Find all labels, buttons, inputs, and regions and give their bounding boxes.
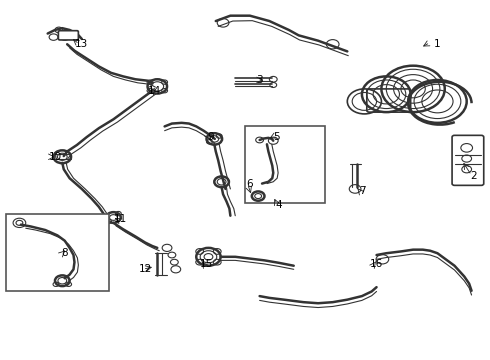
Text: 4: 4: [276, 200, 282, 210]
Bar: [6, 214, 109, 291]
Text: 1: 1: [434, 39, 441, 49]
Text: 9: 9: [208, 132, 214, 142]
Text: 2: 2: [471, 171, 477, 181]
Text: 6: 6: [246, 179, 253, 189]
Text: 5: 5: [273, 132, 280, 142]
Text: 14: 14: [148, 86, 162, 96]
Bar: [245, 126, 325, 203]
Text: 13: 13: [75, 39, 88, 49]
FancyBboxPatch shape: [367, 89, 411, 112]
FancyBboxPatch shape: [452, 135, 484, 185]
Text: 15: 15: [199, 259, 213, 269]
Text: 16: 16: [370, 259, 383, 269]
FancyBboxPatch shape: [58, 31, 78, 40]
Text: 8: 8: [61, 248, 68, 258]
Text: 12: 12: [139, 264, 152, 274]
Text: 10: 10: [49, 152, 62, 162]
Text: 11: 11: [114, 214, 127, 224]
Text: 7: 7: [359, 186, 365, 196]
Text: 3: 3: [256, 75, 263, 85]
